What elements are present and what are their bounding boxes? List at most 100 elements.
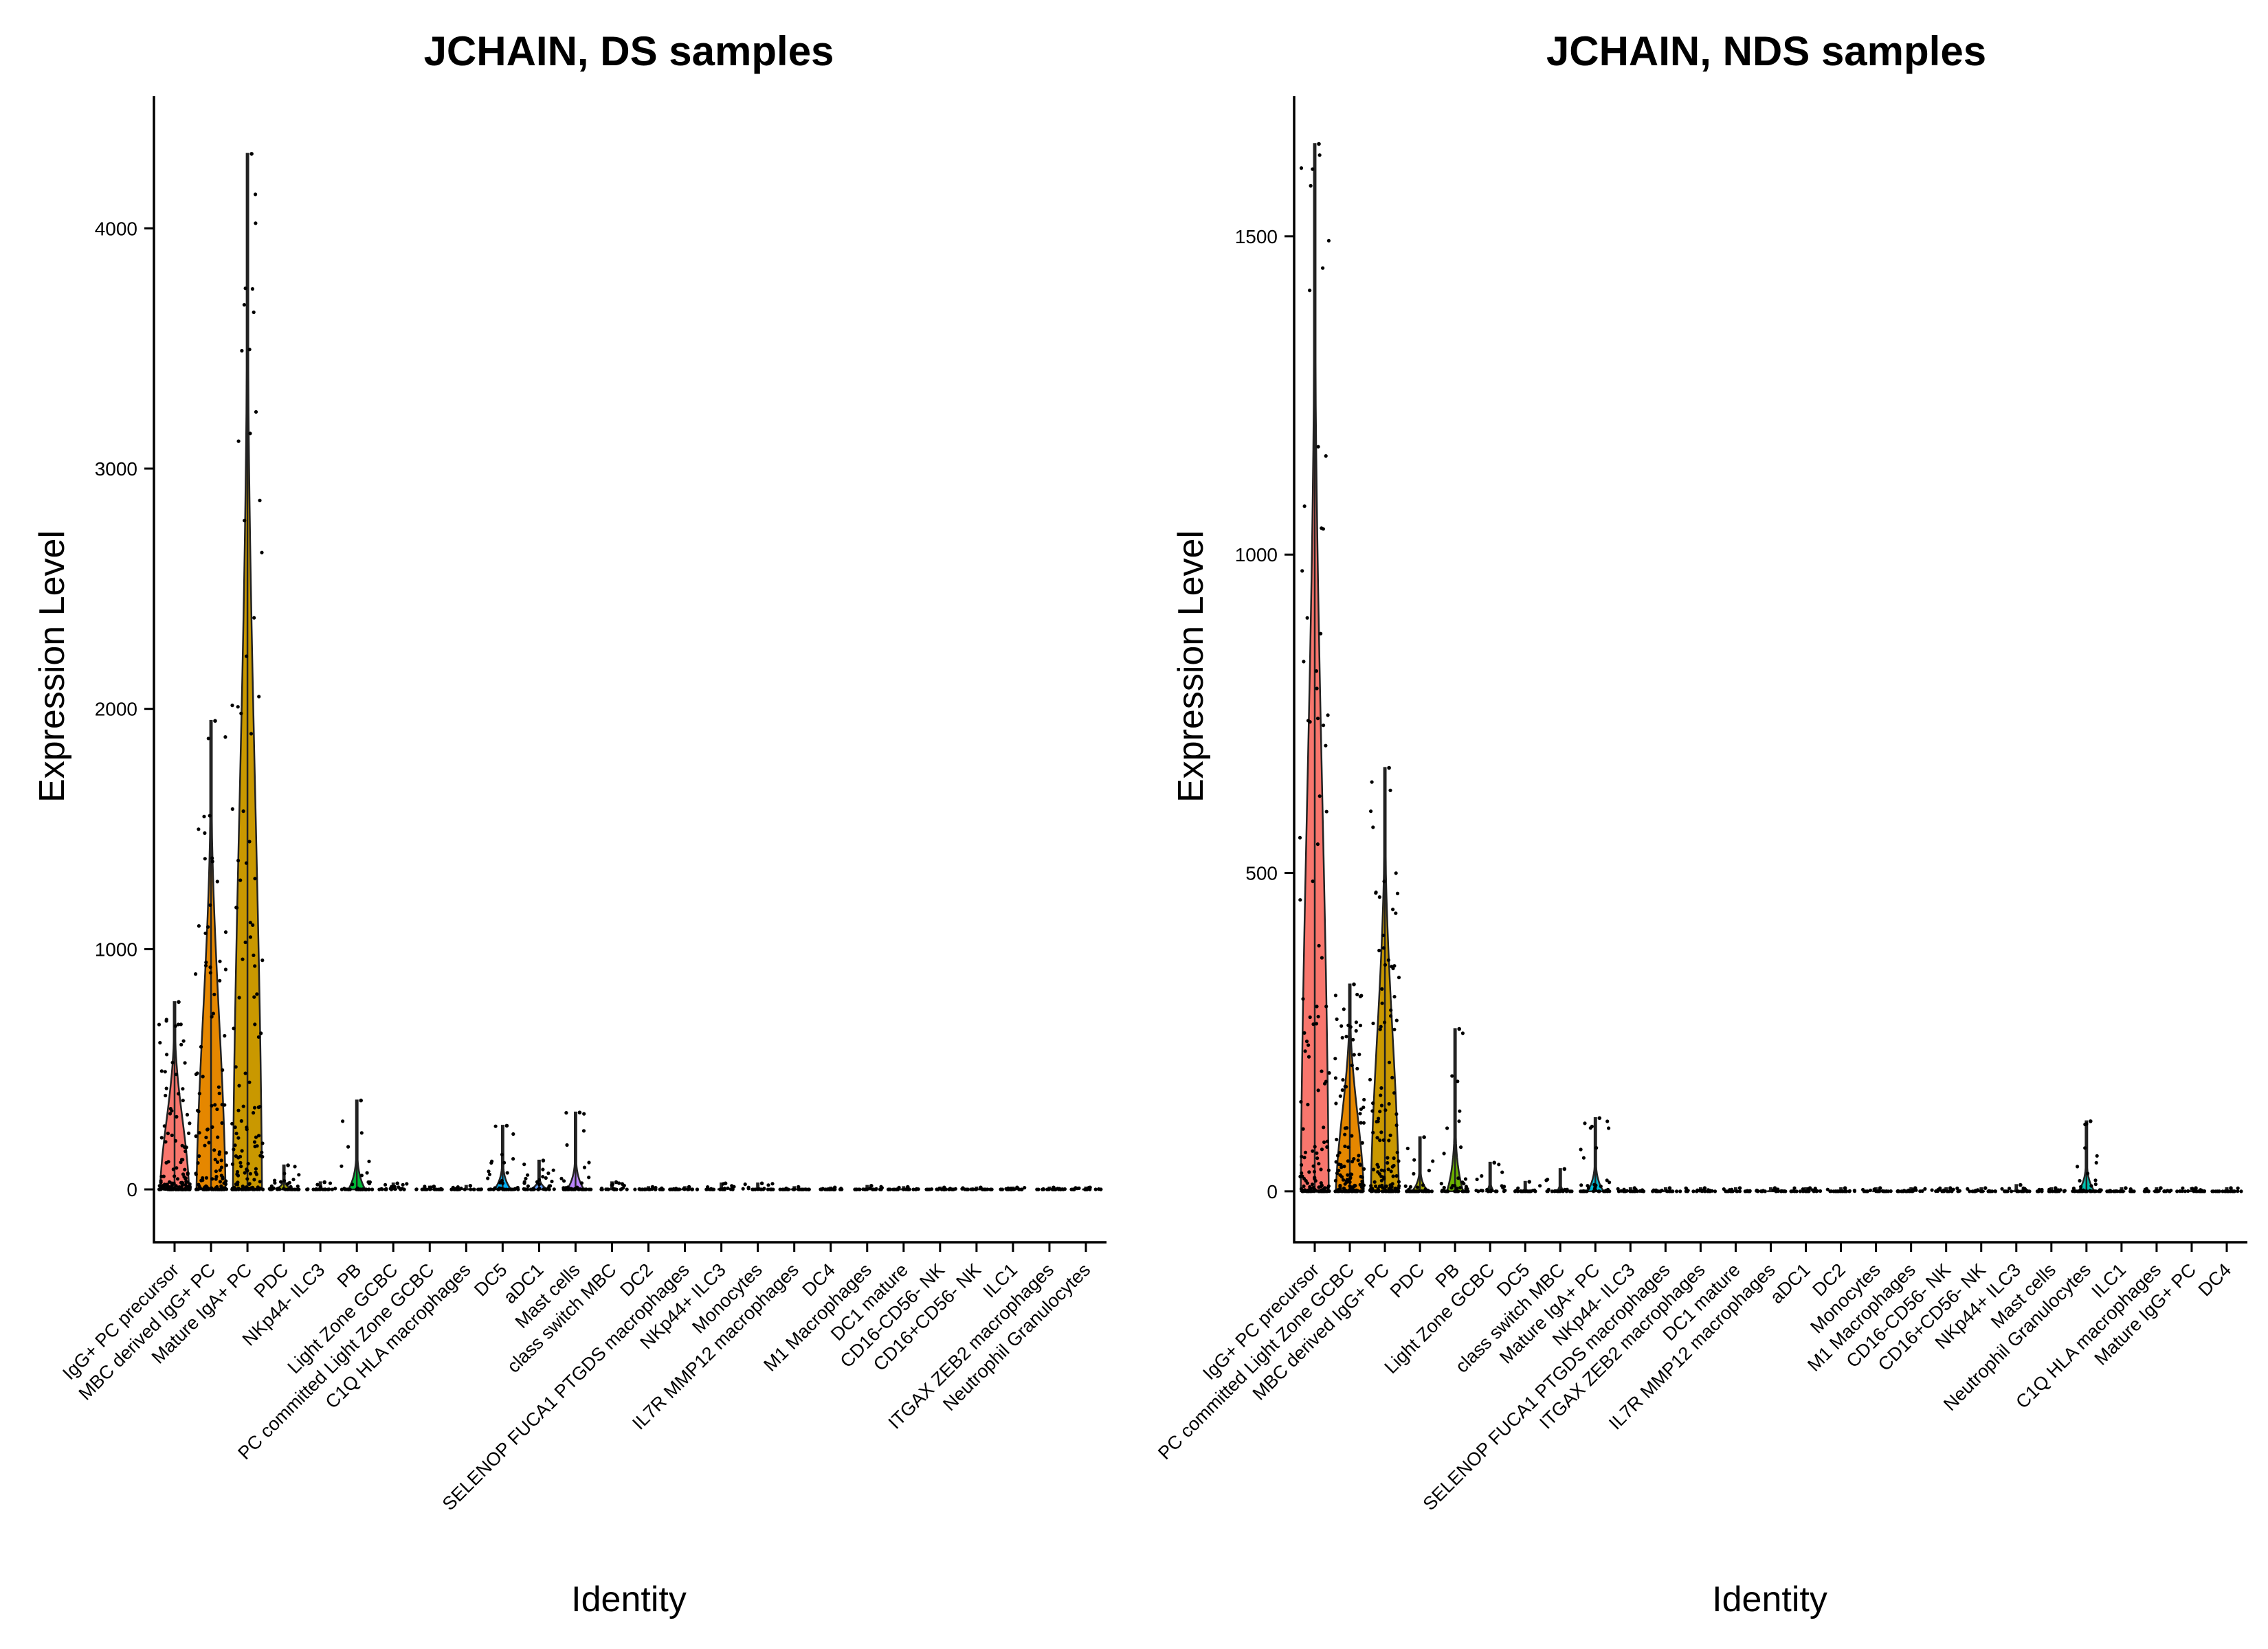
nds-axes	[1293, 96, 2247, 1244]
nds-data-point	[1698, 1189, 1702, 1193]
nds-data-point	[1314, 1022, 1319, 1026]
nds-data-point	[1302, 1176, 1307, 1181]
nds-max-point	[1597, 1116, 1602, 1121]
nds-data-point	[1430, 1189, 1434, 1193]
nds-y-axis-label: Expression Level	[1171, 530, 1211, 803]
ds-data-point	[469, 1187, 473, 1191]
nds-data-point	[1394, 1187, 1398, 1191]
nds-data-point	[1313, 1177, 1317, 1181]
nds-data-point	[1360, 1179, 1364, 1183]
nds-data-point	[1383, 963, 1388, 967]
nds-data-point	[2098, 1189, 2102, 1193]
ds-data-point	[1047, 1187, 1051, 1191]
ds-data-point	[160, 1187, 164, 1191]
nds-data-point	[1338, 1094, 1342, 1098]
ds-data-point	[973, 1187, 978, 1191]
nds-max-point	[1457, 1027, 1461, 1031]
nds-data-point	[2105, 1189, 2109, 1193]
ds-data-point	[351, 1182, 355, 1187]
ds-data-point	[203, 931, 208, 935]
nds-data-point	[1380, 1001, 1384, 1005]
ds-data-point	[164, 1140, 168, 1144]
ds-data-point	[544, 1176, 548, 1180]
nds-data-point	[1581, 1156, 1586, 1160]
nds-data-point	[1356, 1158, 1360, 1163]
nds-data-point	[1343, 1126, 1347, 1130]
ds-data-point	[439, 1187, 443, 1191]
nds-data-point	[1935, 1189, 1939, 1193]
ds-y-axis-label: Expression Level	[32, 530, 72, 803]
nds-data-point	[1724, 1189, 1728, 1193]
nds-data-point	[1322, 723, 1326, 728]
nds-data-point	[1759, 1189, 1763, 1193]
nds-data-point	[2225, 1189, 2230, 1193]
nds-data-point	[1381, 1189, 1386, 1193]
nds-data-point	[1381, 1185, 1385, 1190]
ds-data-point	[197, 924, 201, 928]
nds-data-point	[1774, 1189, 1778, 1193]
ds-data-point	[1072, 1187, 1076, 1191]
ds-chart-title: JCHAIN, DS samples	[424, 28, 834, 74]
nds-data-point	[2231, 1189, 2235, 1193]
ds-data-point	[230, 1162, 234, 1166]
nds-data-point	[2092, 1189, 2096, 1193]
nds-data-point	[1334, 1101, 1338, 1106]
nds-data-point	[1379, 1178, 1383, 1182]
nds-data-point	[1301, 1127, 1305, 1131]
ds-data-point	[678, 1187, 682, 1191]
ds-data-point	[210, 860, 214, 864]
ds-data-point	[173, 1174, 177, 1178]
nds-data-point	[1311, 879, 1315, 884]
ds-data-point	[230, 1187, 234, 1191]
nds-data-point	[1394, 911, 1398, 915]
ds-data-point	[801, 1187, 805, 1191]
ds-data-point	[241, 809, 245, 814]
nds-data-point	[2183, 1189, 2187, 1193]
ds-data-point	[576, 1187, 580, 1191]
ds-violin-marks	[157, 152, 1103, 1191]
nds-x-tick-label: PDC	[1386, 1259, 1429, 1302]
ds-data-point	[647, 1187, 651, 1191]
nds-data-point	[2168, 1189, 2172, 1193]
nds-data-point	[1382, 879, 1386, 884]
nds-data-point	[1550, 1189, 1554, 1193]
nds-data-point	[1388, 1133, 1392, 1137]
nds-data-point	[1310, 1189, 1314, 1193]
nds-data-point	[1340, 1088, 1344, 1092]
nds-data-point	[1370, 1189, 1374, 1193]
nds-data-point	[1299, 1100, 1303, 1104]
ds-data-point	[157, 1184, 162, 1188]
ds-data-point	[223, 1182, 228, 1187]
ds-data-point	[232, 1027, 236, 1031]
nds-data-point	[2181, 1186, 2185, 1190]
nds-data-point	[1375, 1119, 1379, 1124]
nds-data-point	[2019, 1189, 2023, 1193]
nds-data-point	[1334, 1160, 1338, 1164]
ds-data-point	[552, 1187, 556, 1191]
nds-data-point	[1440, 1189, 1444, 1193]
ds-data-point	[257, 695, 261, 699]
ds-max-point	[1088, 1185, 1092, 1190]
ds-data-point	[326, 1187, 330, 1191]
nds-data-point	[1311, 1164, 1315, 1168]
ds-data-point	[230, 1121, 234, 1126]
nds-data-point	[1397, 1159, 1401, 1163]
ds-data-point	[236, 1136, 241, 1140]
ds-data-point	[546, 1171, 551, 1176]
ds-data-point	[532, 1187, 536, 1191]
ds-data-point	[244, 861, 249, 865]
ds-data-point	[526, 1187, 530, 1191]
ds-data-point	[486, 1176, 490, 1180]
ds-data-point	[239, 1119, 243, 1123]
nds-data-point	[1318, 794, 1322, 798]
ds-data-point	[203, 963, 208, 967]
ds-data-point	[620, 1182, 624, 1186]
nds-data-point	[1608, 1180, 1612, 1185]
ds-data-point	[253, 877, 257, 881]
nds-max-point	[1667, 1186, 1672, 1190]
nds-data-point	[1313, 1187, 1317, 1191]
ds-data-point	[887, 1187, 891, 1191]
ds-data-point	[253, 964, 257, 968]
nds-data-point	[1350, 1134, 1354, 1138]
ds-data-point	[459, 1187, 463, 1191]
